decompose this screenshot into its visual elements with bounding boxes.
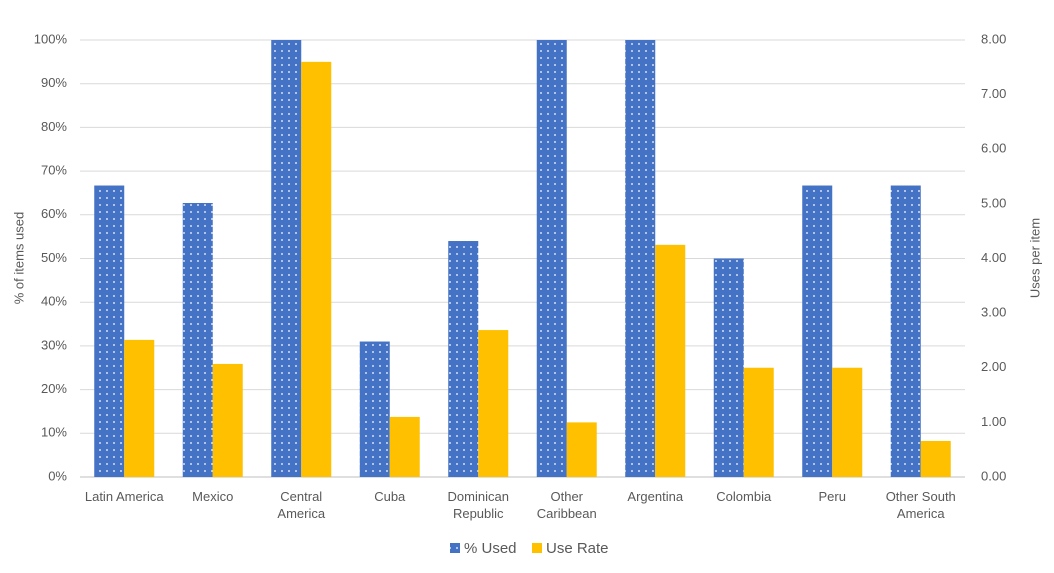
bar [212, 363, 243, 477]
y-tick-label: 40% [41, 294, 67, 309]
y-tick-label: 70% [41, 163, 67, 178]
legend-label: Use Rate [546, 540, 609, 557]
y-tick-label: 10% [41, 425, 67, 440]
y-tick-label: 0% [48, 468, 67, 483]
x-tick-label: Other Caribbean [536, 489, 597, 521]
x-tick-label: Latin America [84, 489, 164, 504]
bar [655, 244, 686, 477]
y2-tick-label: 0.00 [981, 468, 1006, 483]
y-tick-label: 60% [41, 206, 67, 221]
bar [94, 185, 125, 477]
y2-tick-label: 3.00 [981, 305, 1006, 320]
x-tick-label: Cuba [374, 489, 406, 504]
y2-axis-title: Uses per item [1027, 218, 1042, 298]
y-tick-label: 50% [41, 250, 67, 265]
x-tick-label: Peru [818, 489, 846, 504]
legend-label: % Used [464, 540, 517, 557]
bar [182, 203, 213, 477]
legend-swatch [532, 543, 542, 553]
bar [448, 241, 479, 477]
y-tick-label: 80% [41, 119, 67, 134]
y2-tick-label: 4.00 [981, 250, 1006, 265]
y2-tick-label: 7.00 [981, 86, 1006, 101]
x-tick-label: Argentina [627, 489, 684, 504]
bar [124, 339, 155, 477]
y-axis-title: % of items used [11, 212, 26, 305]
bar [536, 40, 567, 477]
y-tick-label: 20% [41, 381, 67, 396]
bar [890, 185, 921, 477]
bar [743, 367, 774, 477]
x-tick-label: Dominican Republic [447, 489, 509, 521]
y2-tick-label: 8.00 [981, 31, 1006, 46]
bar [478, 330, 509, 477]
y-tick-label: 90% [41, 75, 67, 90]
y2-tick-label: 1.00 [981, 414, 1006, 429]
x-tick-label: Central America [277, 489, 326, 521]
y2-tick-label: 2.00 [981, 359, 1006, 374]
y2-tick-label: 6.00 [981, 141, 1006, 156]
bar [832, 367, 863, 477]
bar [802, 185, 833, 477]
y2-tick-label: 5.00 [981, 195, 1006, 210]
bar [271, 40, 302, 477]
x-tick-label: Other South America [885, 489, 956, 521]
bar [625, 40, 656, 477]
bar [389, 416, 420, 477]
y-tick-label: 100% [34, 31, 68, 46]
legend-swatch [450, 543, 460, 553]
bar [566, 422, 597, 477]
bar [301, 61, 332, 477]
bar [920, 440, 951, 477]
y-tick-label: 30% [41, 337, 67, 352]
x-tick-label: Mexico [192, 489, 234, 504]
bar [359, 341, 390, 477]
bar [713, 258, 744, 477]
x-tick-label: Colombia [716, 489, 772, 504]
